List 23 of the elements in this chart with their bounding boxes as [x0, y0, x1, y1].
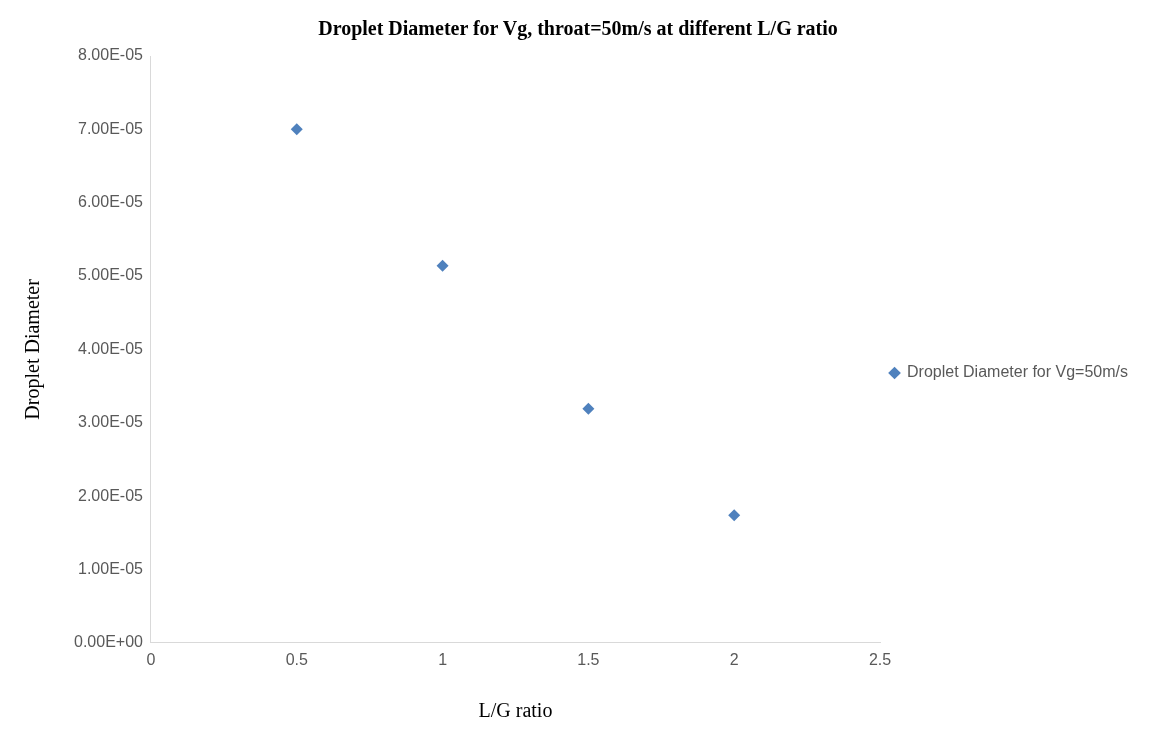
x-axis-title: L/G ratio [478, 699, 553, 722]
point [290, 123, 303, 136]
y-axis-title: Droplet Diameter [21, 278, 45, 420]
y-tick-label: 0.00E+00 [74, 633, 144, 651]
x-tick-label: 1 [438, 650, 448, 668]
y-tick-label: 4.00E-05 [78, 339, 144, 357]
y-tick-label: 2.00E-05 [78, 486, 144, 504]
x-tick-label: 0 [146, 650, 156, 668]
point [436, 259, 449, 272]
y-tick-label: 5.00E-05 [78, 266, 144, 284]
x-tick-label: 0.5 [285, 650, 308, 668]
x-tick-label: 1.5 [577, 650, 600, 668]
y-tick-label: 7.00E-05 [78, 119, 144, 137]
x-tick-label: 2 [729, 650, 739, 668]
y-tick-label: 3.00E-05 [78, 413, 144, 431]
x-tick-label: 2.5 [868, 650, 892, 668]
legend-label: Droplet Diameter for Vg=50m/s [907, 363, 1129, 381]
y-tick-label: 1.00E-05 [78, 559, 144, 577]
y-tick-label: 8.00E-05 [78, 46, 144, 64]
point [728, 509, 741, 522]
point [582, 402, 595, 415]
chart-title: Droplet Diameter for Vg, throat=50m/s at different L/G ratio [318, 17, 838, 41]
y-tick-label: 6.00E-05 [78, 193, 144, 211]
